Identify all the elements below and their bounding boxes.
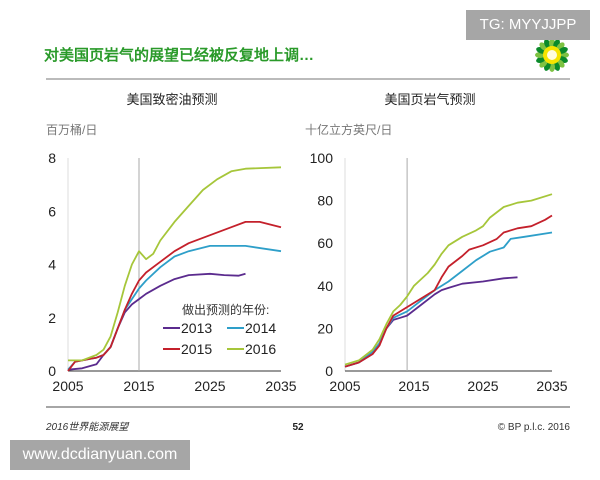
series-line-2016 [344, 193, 553, 366]
y-tick-label: 60 [317, 235, 333, 251]
legend-label-2013: 2013 [181, 320, 212, 336]
y-axis-label: 十亿立方英尺/日 [305, 122, 392, 137]
y-tick-label: 20 [317, 320, 333, 336]
y-tick-label: 2 [48, 310, 56, 326]
y-axis-label: 百万桶/日 [46, 122, 97, 137]
chart-shale-gas: 美国页岩气预测 十亿立方英尺/日 0 20 40 60 80 100 2005 2015 202… [305, 92, 568, 394]
footer-copyright: © BP p.l.c. 2016 [498, 422, 571, 433]
x-tick-label: 2035 [265, 378, 296, 394]
y-tick-label: 0 [48, 363, 56, 379]
watermark-bottom: www.dcdianyuan.com [10, 440, 190, 470]
y-tick-label: 40 [317, 278, 333, 294]
y-tick-label: 8 [48, 150, 56, 166]
legend-label-2015: 2015 [181, 341, 212, 357]
x-tick-label: 2025 [467, 378, 498, 394]
x-tick-label: 2015 [398, 378, 429, 394]
legend-label-2014: 2014 [245, 320, 276, 336]
y-tick-label: 4 [48, 257, 56, 273]
series-line-2016 [68, 166, 282, 362]
legend-title: 做出预测的年份: [182, 302, 269, 317]
y-tick-label: 100 [310, 150, 334, 166]
footer-left: 2016世界能源展望 [45, 421, 130, 433]
x-tick-label: 2005 [329, 378, 360, 394]
y-tick-label: 0 [325, 363, 333, 379]
x-tick-label: 2035 [536, 378, 567, 394]
legend-label-2016: 2016 [245, 341, 276, 357]
x-tick-label: 2005 [52, 378, 83, 394]
slide-title: 对美国页岩气的展望已经被反复地上调… [44, 46, 314, 64]
series-line-2015 [344, 214, 553, 368]
bp-logo [535, 38, 569, 72]
y-tick-label: 80 [317, 193, 333, 209]
series-line-2013 [67, 272, 246, 371]
chart-title: 美国致密油预测 [126, 92, 217, 107]
x-tick-label: 2025 [194, 378, 225, 394]
x-tick-label: 2015 [123, 378, 154, 394]
chart-title: 美国页岩气预测 [384, 92, 475, 107]
watermark-top: TG: MYYJJPP [466, 10, 590, 40]
y-tick-label: 6 [48, 203, 56, 219]
series-line-2014 [344, 231, 553, 368]
series-line-2015 [67, 221, 282, 372]
legend: 做出预测的年份: 2013 2014 2015 2016 [163, 302, 276, 357]
chart-tight-oil: 美国致密油预测 百万桶/日 0 2 4 6 8 2005 2015 2025 2035 [46, 92, 297, 394]
page-number: 52 [292, 422, 304, 433]
